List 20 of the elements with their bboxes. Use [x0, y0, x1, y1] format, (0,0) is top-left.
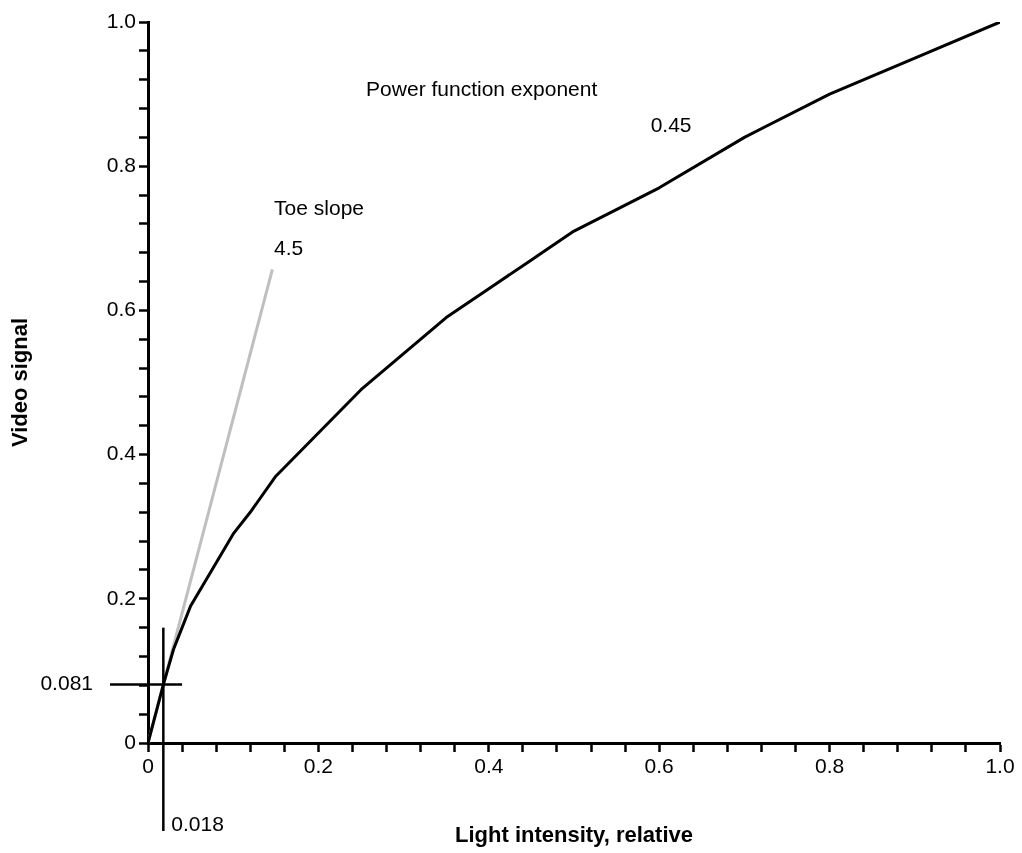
y-tick-label: 0.4	[106, 441, 137, 465]
x-tick-label: 0.2	[303, 754, 333, 778]
annotation: 0.45	[650, 113, 692, 137]
ref-line-label: 0.081	[40, 671, 93, 695]
y-tick-label: 0.2	[106, 585, 136, 609]
x-tick-label: 0.4	[474, 754, 504, 778]
y-tick-label: 0	[124, 729, 136, 753]
y-tick-label: 0.8	[106, 153, 136, 176]
y-tick-label: 1.0	[106, 8, 136, 32]
y-tick-label: 0.6	[106, 297, 136, 321]
annotation: Power function exponent	[366, 77, 598, 101]
y-axis-title: Video signal	[7, 317, 33, 448]
x-tick-label: 0.8	[815, 754, 845, 778]
x-axis-title: Light intensity, relative	[455, 821, 693, 847]
x-tick-label: 0.6	[644, 754, 674, 778]
x-tick-label: 0	[142, 754, 154, 778]
annotation: 4.5	[274, 235, 304, 259]
annotation: Toe slope	[274, 196, 364, 220]
ref-line-label: 0.018	[171, 812, 224, 836]
x-tick-label: 1.0	[985, 754, 1015, 778]
